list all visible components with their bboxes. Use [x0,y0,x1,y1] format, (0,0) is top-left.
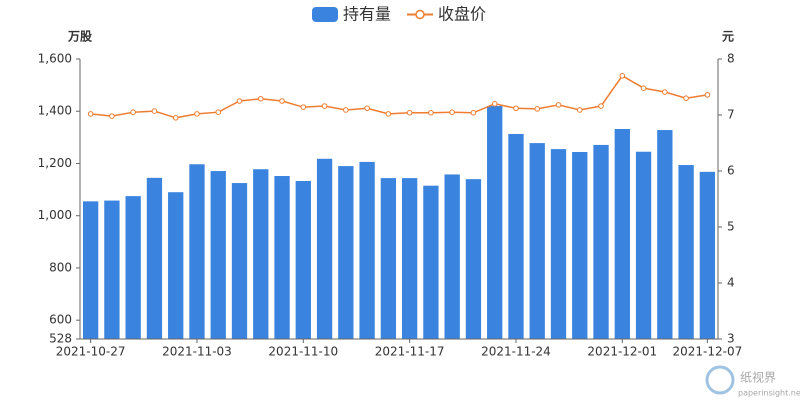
price-point [130,109,136,115]
bar [359,161,375,339]
y2-tick-label: 3 [727,332,735,346]
bar [231,183,248,339]
bar [380,178,397,339]
bar [168,192,184,339]
y-tick-label: 1,400 [38,104,72,118]
price-point [279,98,285,104]
price-point [491,101,498,107]
price-point [704,92,711,98]
legend-swatch [415,9,425,20]
price-point [215,109,222,115]
bar [529,143,545,339]
bar [338,166,354,339]
y-tick-label: 1,600 [38,52,72,66]
y-tick-label: 528 [49,332,72,346]
bar [635,151,652,339]
price-point [683,95,689,101]
price-point [449,109,455,115]
bar [210,171,226,339]
y2-tick-label: 6 [727,164,735,178]
y2-tick-label: 4 [727,276,735,290]
watermark: 纸视界 paperinsight.net [705,365,800,398]
bar [657,130,673,339]
x-tick-label: 2021-12-07 [672,345,742,359]
price-point [640,85,647,91]
price-point [194,111,200,117]
price-point [172,115,179,121]
price-point [343,107,349,113]
price-point [576,107,583,113]
price-point [619,73,626,79]
price-point [598,103,604,109]
legend-swatch [312,7,338,22]
bar [423,185,439,339]
y2-tick-label: 7 [727,108,735,122]
y2-axis-label: 元 [722,30,734,44]
price-point [151,108,158,114]
price-point [257,95,264,102]
x-tick-label: 2021-11-03 [162,345,232,359]
price-point [109,113,115,119]
x-tick-label: 2021-11-10 [268,345,338,359]
x-tick-label: 2021-11-17 [375,345,445,359]
y2-tick-label: 8 [727,52,735,66]
bar [189,164,205,339]
bar [593,144,609,339]
bar [125,196,141,339]
x-tick-label: 2021-11-24 [481,345,551,359]
price-point [470,109,477,116]
bar [465,179,482,339]
y-tick-label: 1,200 [38,156,72,170]
price-point [428,109,434,116]
bar [316,158,333,339]
bar [614,129,630,339]
y-axis-label: 万股 [67,29,93,44]
x-tick-label: 2021-10-27 [56,345,126,359]
price-point [236,98,243,104]
y-tick-label: 600 [49,313,72,327]
y2-tick-label: 5 [727,220,735,234]
bar [508,133,524,339]
price-point [555,102,562,108]
bar [572,151,588,339]
price-point [534,106,541,112]
price-point [385,111,392,117]
watermark-title: 纸视界 [740,370,776,385]
price-point [87,111,94,117]
y-tick-label: 1,000 [38,208,72,222]
bar [699,171,716,339]
bar [146,177,163,339]
y-tick-label: 800 [49,260,72,274]
price-point [406,109,413,116]
bar [678,165,694,339]
bar [401,178,418,339]
legend-label: 收盘价 [438,5,486,24]
price-point [662,89,668,95]
bar [487,106,503,339]
bar [444,174,460,339]
watermark-url: paperinsight.net [738,389,800,398]
bar [550,149,567,339]
price-point [321,103,328,109]
bar [274,176,290,339]
bar [253,169,269,339]
legend-label: 持有量 [343,5,391,24]
bar [295,180,311,339]
price-point [513,105,519,112]
watermark-logo [705,365,735,395]
x-tick-label: 2021-12-01 [587,345,657,359]
bar [82,201,99,339]
price-point [300,104,307,110]
price-point [364,105,370,112]
bar [104,200,120,339]
price-line [90,74,708,119]
